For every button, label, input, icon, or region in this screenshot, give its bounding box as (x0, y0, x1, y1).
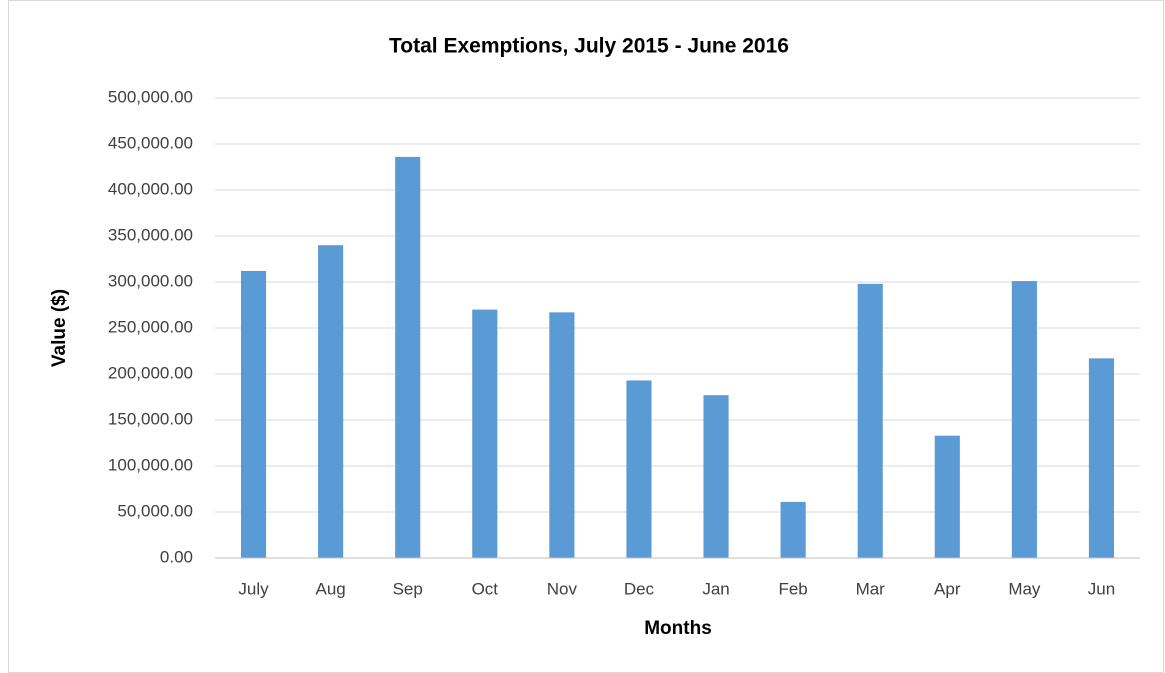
bar (1011, 281, 1037, 558)
chart-frame (8, 0, 1164, 673)
y-axis-title: Value ($) (49, 289, 70, 367)
x-tick-label: Nov (547, 579, 578, 598)
x-axis-title: Months (644, 618, 712, 639)
y-tick-label: 0.00 (160, 547, 193, 566)
x-tick-label: Mar (856, 579, 886, 598)
y-tick-label: 150,000.00 (108, 409, 193, 428)
x-tick-label: Oct (472, 579, 499, 598)
x-tick-label: Aug (316, 579, 346, 598)
bar (934, 435, 960, 558)
x-tick-label: July (238, 579, 269, 598)
bar (240, 270, 267, 558)
y-tick-label: 250,000.00 (108, 317, 193, 336)
bar (1088, 358, 1115, 558)
bar (395, 156, 421, 558)
y-tick-label: 200,000.00 (108, 363, 193, 382)
bar (626, 380, 652, 558)
x-tick-label: May (1008, 579, 1041, 598)
bar (318, 245, 344, 558)
bar (780, 501, 806, 558)
bar (703, 395, 729, 558)
x-tick-label: Apr (934, 579, 961, 598)
y-tick-label: 100,000.00 (108, 455, 193, 474)
x-tick-label: Sep (393, 579, 423, 598)
bar (472, 309, 498, 558)
y-tick-label: 400,000.00 (108, 179, 193, 198)
y-tick-label: 450,000.00 (108, 133, 193, 152)
x-tick-label: Jan (702, 579, 729, 598)
x-tick-label: Feb (778, 579, 807, 598)
x-tick-label: Dec (624, 579, 655, 598)
y-tick-label: 300,000.00 (108, 271, 193, 290)
y-tick-label: 50,000.00 (117, 501, 193, 520)
bar (857, 283, 883, 558)
x-tick-label: Jun (1088, 579, 1115, 598)
y-tick-label: 350,000.00 (108, 225, 193, 244)
chart-title: Total Exemptions, July 2015 - June 2016 (389, 35, 789, 58)
y-tick-label: 500,000.00 (108, 87, 193, 106)
bar (549, 312, 575, 558)
